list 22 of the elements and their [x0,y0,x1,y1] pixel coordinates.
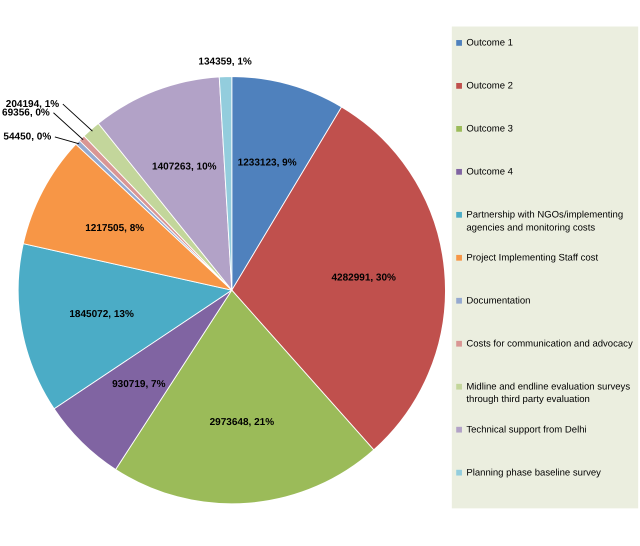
legend-label: Outcome 1 [466,38,513,49]
data-label: 69356, 0% [2,107,50,118]
data-label: 4282991, 30% [331,272,396,284]
data-label: 54450, 0% [3,132,52,143]
legend-label: Technical support from Delhi [466,424,587,436]
legend-label: Midline and endline evaluation surveys through third party evaluation [466,381,630,406]
legend-label: Outcome 3 [466,124,513,135]
legend-label: Partnership with NGOs/implementing agencies and monitoring costs [466,210,624,234]
legend-label: Outcome 4 [466,166,514,178]
legend-label: Project Implementing Staff cost [466,252,598,264]
legend-label: Outcome 2 [466,80,513,92]
legend-label: Planning phase baseline survey [466,467,602,478]
data-label: 1233123, 9% [238,157,297,168]
legend-label: Costs for communication and advocacy [466,338,633,350]
data-label: 1845072, 13% [69,309,134,320]
data-label: 2973648, 21% [210,416,274,428]
data-label: 134359, 1% [198,56,252,68]
legend-label: Documentation [466,295,530,306]
data-label: 1407263, 10% [152,161,217,172]
data-label: 1217505, 8% [85,223,144,234]
data-label: 204194, 1% [6,98,60,110]
data-label: 930719, 7% [112,379,166,390]
